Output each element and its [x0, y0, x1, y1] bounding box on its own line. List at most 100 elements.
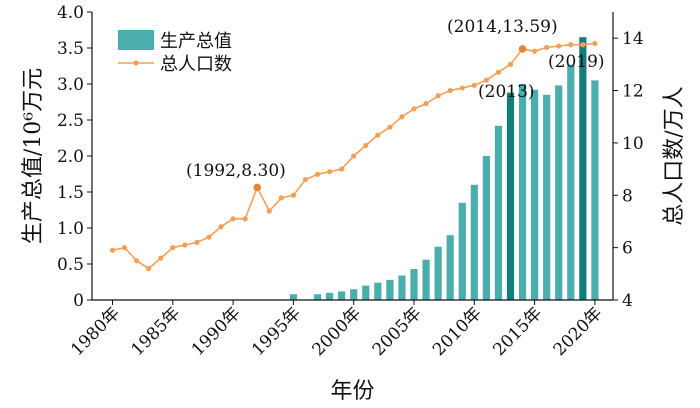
- bar-1997: [313, 294, 322, 300]
- point-1983: [146, 265, 152, 272]
- point-2010: [471, 82, 477, 88]
- point-1988: [206, 234, 212, 240]
- bar-2005: [410, 269, 418, 300]
- left-axis-title: 生产总值/10⁶万元: [21, 68, 46, 244]
- point-2019: [580, 42, 586, 48]
- legend-line-marker: [133, 60, 139, 66]
- point-2004: [399, 114, 405, 120]
- right-tick-label: 8: [622, 186, 633, 206]
- legend-label-population: 总人口数: [160, 54, 232, 75]
- point-1985: [170, 245, 176, 251]
- left-tick-label: 3.0: [57, 75, 84, 95]
- left-tick-label: 0: [73, 291, 84, 311]
- left-tick-label: 1.5: [57, 183, 84, 203]
- bar-2001: [362, 285, 370, 300]
- left-tick-label: 2.0: [57, 147, 84, 167]
- point-2008: [447, 87, 453, 94]
- point-2016: [544, 44, 550, 50]
- point-2011: [483, 77, 489, 83]
- point-2012: [495, 69, 502, 75]
- x-tick-label: 1985年: [128, 303, 185, 360]
- annotations: (1992,8.30) (2014,13.59) (2013) (2019): [186, 17, 605, 181]
- point-2014: [518, 45, 527, 53]
- bar-2018: [567, 64, 575, 300]
- x-tick-label: 2015年: [489, 303, 546, 360]
- point-2007: [435, 93, 441, 99]
- bar-2004: [398, 275, 406, 300]
- bar-2017: [555, 85, 563, 300]
- point-1987: [194, 239, 200, 245]
- point-1998: [326, 169, 333, 175]
- bar-2013: [506, 92, 515, 300]
- bar-2007: [434, 246, 442, 300]
- point-1990: [230, 216, 236, 222]
- bar-2011: [482, 156, 490, 300]
- bar-2014: [518, 84, 527, 300]
- bar-1998: [325, 292, 334, 300]
- x-axis-title: 年份: [330, 379, 374, 404]
- left-tick-label: 1.0: [57, 219, 84, 239]
- right-tick-label: 6: [622, 239, 633, 259]
- point-1995: [290, 192, 297, 198]
- point-1993: [266, 208, 272, 214]
- point-1996: [302, 176, 309, 183]
- point-1992: [253, 183, 262, 192]
- x-tick-label: 1990年: [188, 303, 245, 360]
- line-series: [109, 40, 598, 272]
- left-tick-label: 2.5: [57, 111, 84, 131]
- left-tick-label: 3.5: [57, 39, 84, 59]
- legend-bar-swatch: [118, 30, 154, 50]
- point-1994: [278, 195, 284, 201]
- bar-2009: [458, 202, 466, 300]
- point-2018: [568, 42, 574, 48]
- x-tick-label: 2010年: [429, 303, 486, 360]
- point-2020: [592, 40, 598, 47]
- right-tick-label: 10: [622, 134, 644, 154]
- right-tick-label: 4: [622, 291, 633, 311]
- annotation-3: (2019): [548, 52, 605, 72]
- bar-2016: [543, 94, 551, 300]
- annotation-2: (2013): [478, 82, 535, 102]
- right-axis-title: 总人口数/万人: [662, 86, 687, 225]
- bar-2010: [470, 184, 478, 300]
- bar-series: [289, 37, 599, 301]
- point-2001: [363, 142, 369, 149]
- point-1986: [182, 242, 188, 248]
- legend-label-gdp: 生产总值: [160, 31, 232, 52]
- bar-1999: [338, 291, 346, 300]
- bar-2002: [374, 282, 382, 300]
- right-tick-label: 14: [622, 29, 644, 49]
- bar-2008: [446, 235, 454, 300]
- point-2006: [423, 101, 429, 107]
- point-1991: [242, 216, 248, 222]
- point-2000: [351, 153, 357, 159]
- point-2013: [507, 61, 514, 67]
- point-1982: [134, 258, 140, 264]
- bar-2003: [386, 279, 394, 300]
- point-1997: [314, 171, 321, 177]
- bar-2019: [579, 37, 587, 300]
- bar-2015: [531, 89, 539, 300]
- x-tick-label: 2000年: [308, 303, 365, 360]
- bar-2012: [494, 125, 503, 300]
- right-tick-label: 12: [622, 82, 644, 102]
- point-2003: [387, 124, 393, 130]
- point-2009: [459, 85, 465, 91]
- bar-2020: [591, 80, 599, 301]
- bar-1995: [289, 294, 298, 300]
- x-tick-label: 1995年: [248, 303, 305, 360]
- point-1980: [109, 247, 116, 253]
- point-2005: [411, 106, 417, 112]
- point-2017: [556, 43, 562, 49]
- annotation-0: (1992,8.30): [186, 161, 286, 181]
- point-1984: [158, 255, 164, 261]
- point-2015: [532, 48, 538, 54]
- left-tick-label: 0.5: [57, 255, 84, 275]
- point-1989: [218, 224, 224, 230]
- x-tick-label: 1980年: [67, 303, 124, 360]
- point-1999: [339, 166, 345, 172]
- bar-2006: [422, 259, 430, 300]
